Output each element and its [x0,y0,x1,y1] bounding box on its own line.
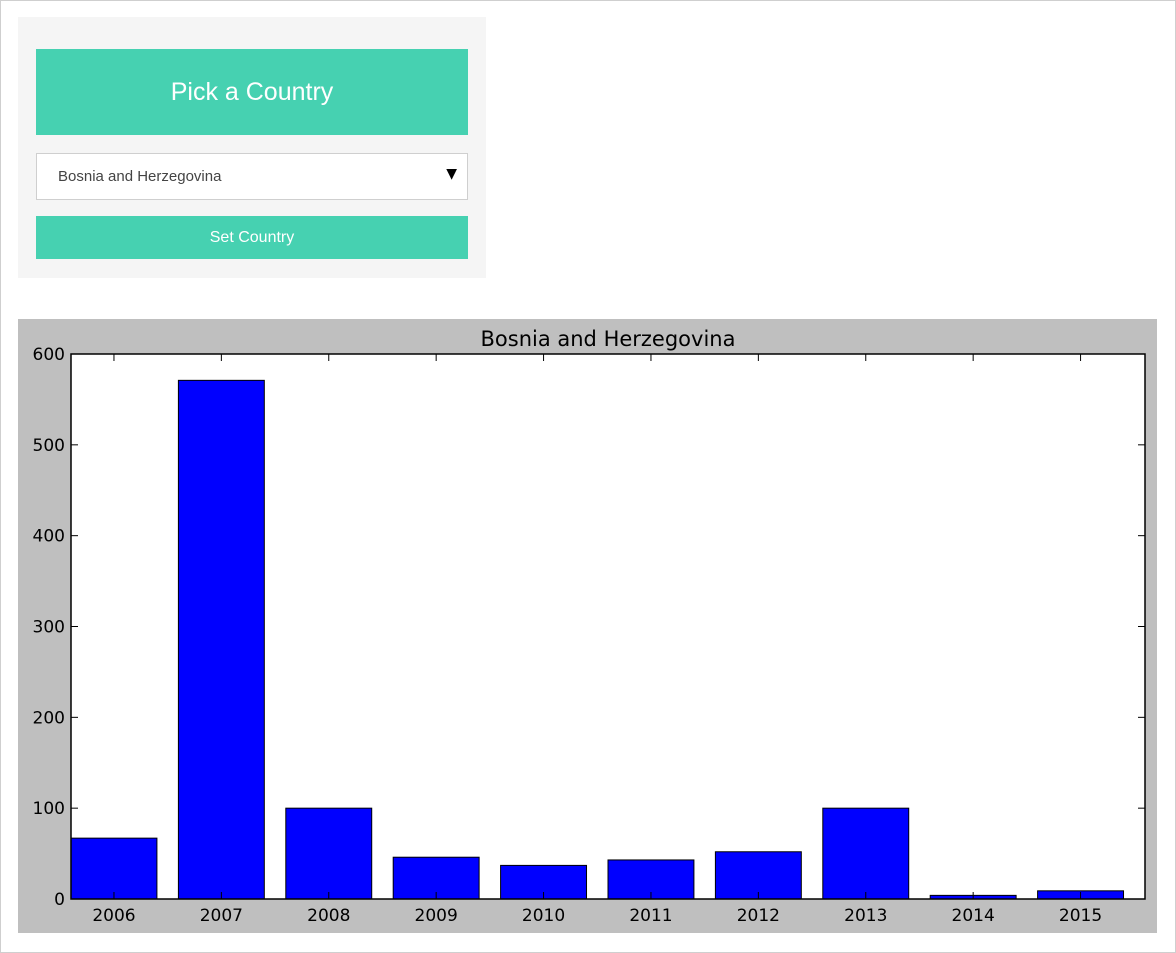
bar-2006 [70,837,158,900]
x-tick-label-2014: 2014 [952,906,995,926]
country-picker-panel: Pick a Country Bosnia and Herzegovina ▼ … [18,17,486,278]
y-tick-label-500: 500 [33,436,65,456]
y-tick-label-300: 300 [33,618,65,638]
plot-frame [70,353,1146,900]
triangle-down-icon: ▼ [446,166,457,182]
x-tick-label-2015: 2015 [1059,906,1102,926]
chart-svg: Bosnia and Herzegovina 0 100 200 300 400 500 60… [18,319,1157,933]
y-tick-label-600: 600 [33,345,65,365]
x-tick-label-2010: 2010 [522,906,565,926]
y-tick-label-100: 100 [33,799,65,819]
y-tick-label-0: 0 [54,890,65,910]
x-tick-label-2009: 2009 [415,906,458,926]
y-tick-label-200: 200 [33,708,65,728]
bar-2008 [285,807,373,900]
x-tick-label-2007: 2007 [200,906,243,926]
bar-2007 [177,379,265,900]
x-tick-label-2011: 2011 [629,906,672,926]
bar-2012 [714,851,802,900]
picker-title: Pick a Country [36,49,468,135]
bar-chart: Bosnia and Herzegovina 0 100 200 300 400 500 60… [18,319,1157,933]
x-tick-label-2006: 2006 [92,906,135,926]
x-tick-label-2013: 2013 [844,906,887,926]
country-select[interactable]: Bosnia and Herzegovina ▼ [36,153,468,200]
chart-title: Bosnia and Herzegovina [481,327,736,351]
set-country-button[interactable]: Set Country [36,216,468,259]
country-select-value: Bosnia and Herzegovina [58,168,222,185]
x-tick-label-2008: 2008 [307,906,350,926]
bar-2013 [822,807,910,900]
x-tick-label-2012: 2012 [737,906,780,926]
y-tick-label-400: 400 [33,527,65,547]
